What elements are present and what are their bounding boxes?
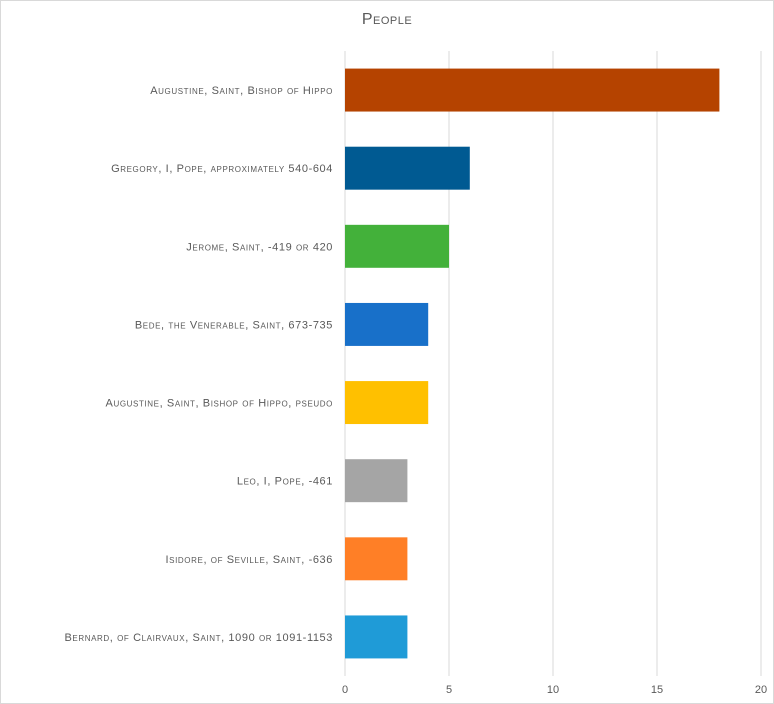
- x-tick-label: 5: [446, 684, 452, 696]
- bar: [345, 146, 470, 190]
- bar: [345, 381, 429, 425]
- x-tick-label: 20: [755, 684, 767, 696]
- category-label: Augustine, Saint, Bishop of Hippo, pseud…: [106, 398, 333, 410]
- category-label: Leo, I, Pope, -461: [237, 476, 333, 488]
- bar: [345, 302, 429, 346]
- bar: [345, 459, 408, 503]
- x-tick-label: 15: [651, 684, 663, 696]
- category-label: Bede, the Venerable, Saint, 673-735: [135, 319, 333, 331]
- bar: [345, 68, 720, 112]
- category-label: Jerome, Saint, -419 or 420: [186, 241, 333, 253]
- category-label: Augustine, Saint, Bishop of Hippo: [150, 85, 333, 97]
- bar: [345, 615, 408, 659]
- category-label: Gregory, I, Pope, approximately 540-604: [111, 163, 333, 175]
- chart-title: People: [361, 11, 413, 28]
- category-label: Bernard, of Clairvaux, Saint, 1090 or 10…: [64, 632, 333, 644]
- category-label: Isidore, of Seville, Saint, -636: [166, 554, 333, 566]
- x-tick-label: 10: [547, 684, 559, 696]
- bar: [345, 224, 449, 268]
- x-tick-label: 0: [342, 684, 348, 696]
- bar: [345, 537, 408, 581]
